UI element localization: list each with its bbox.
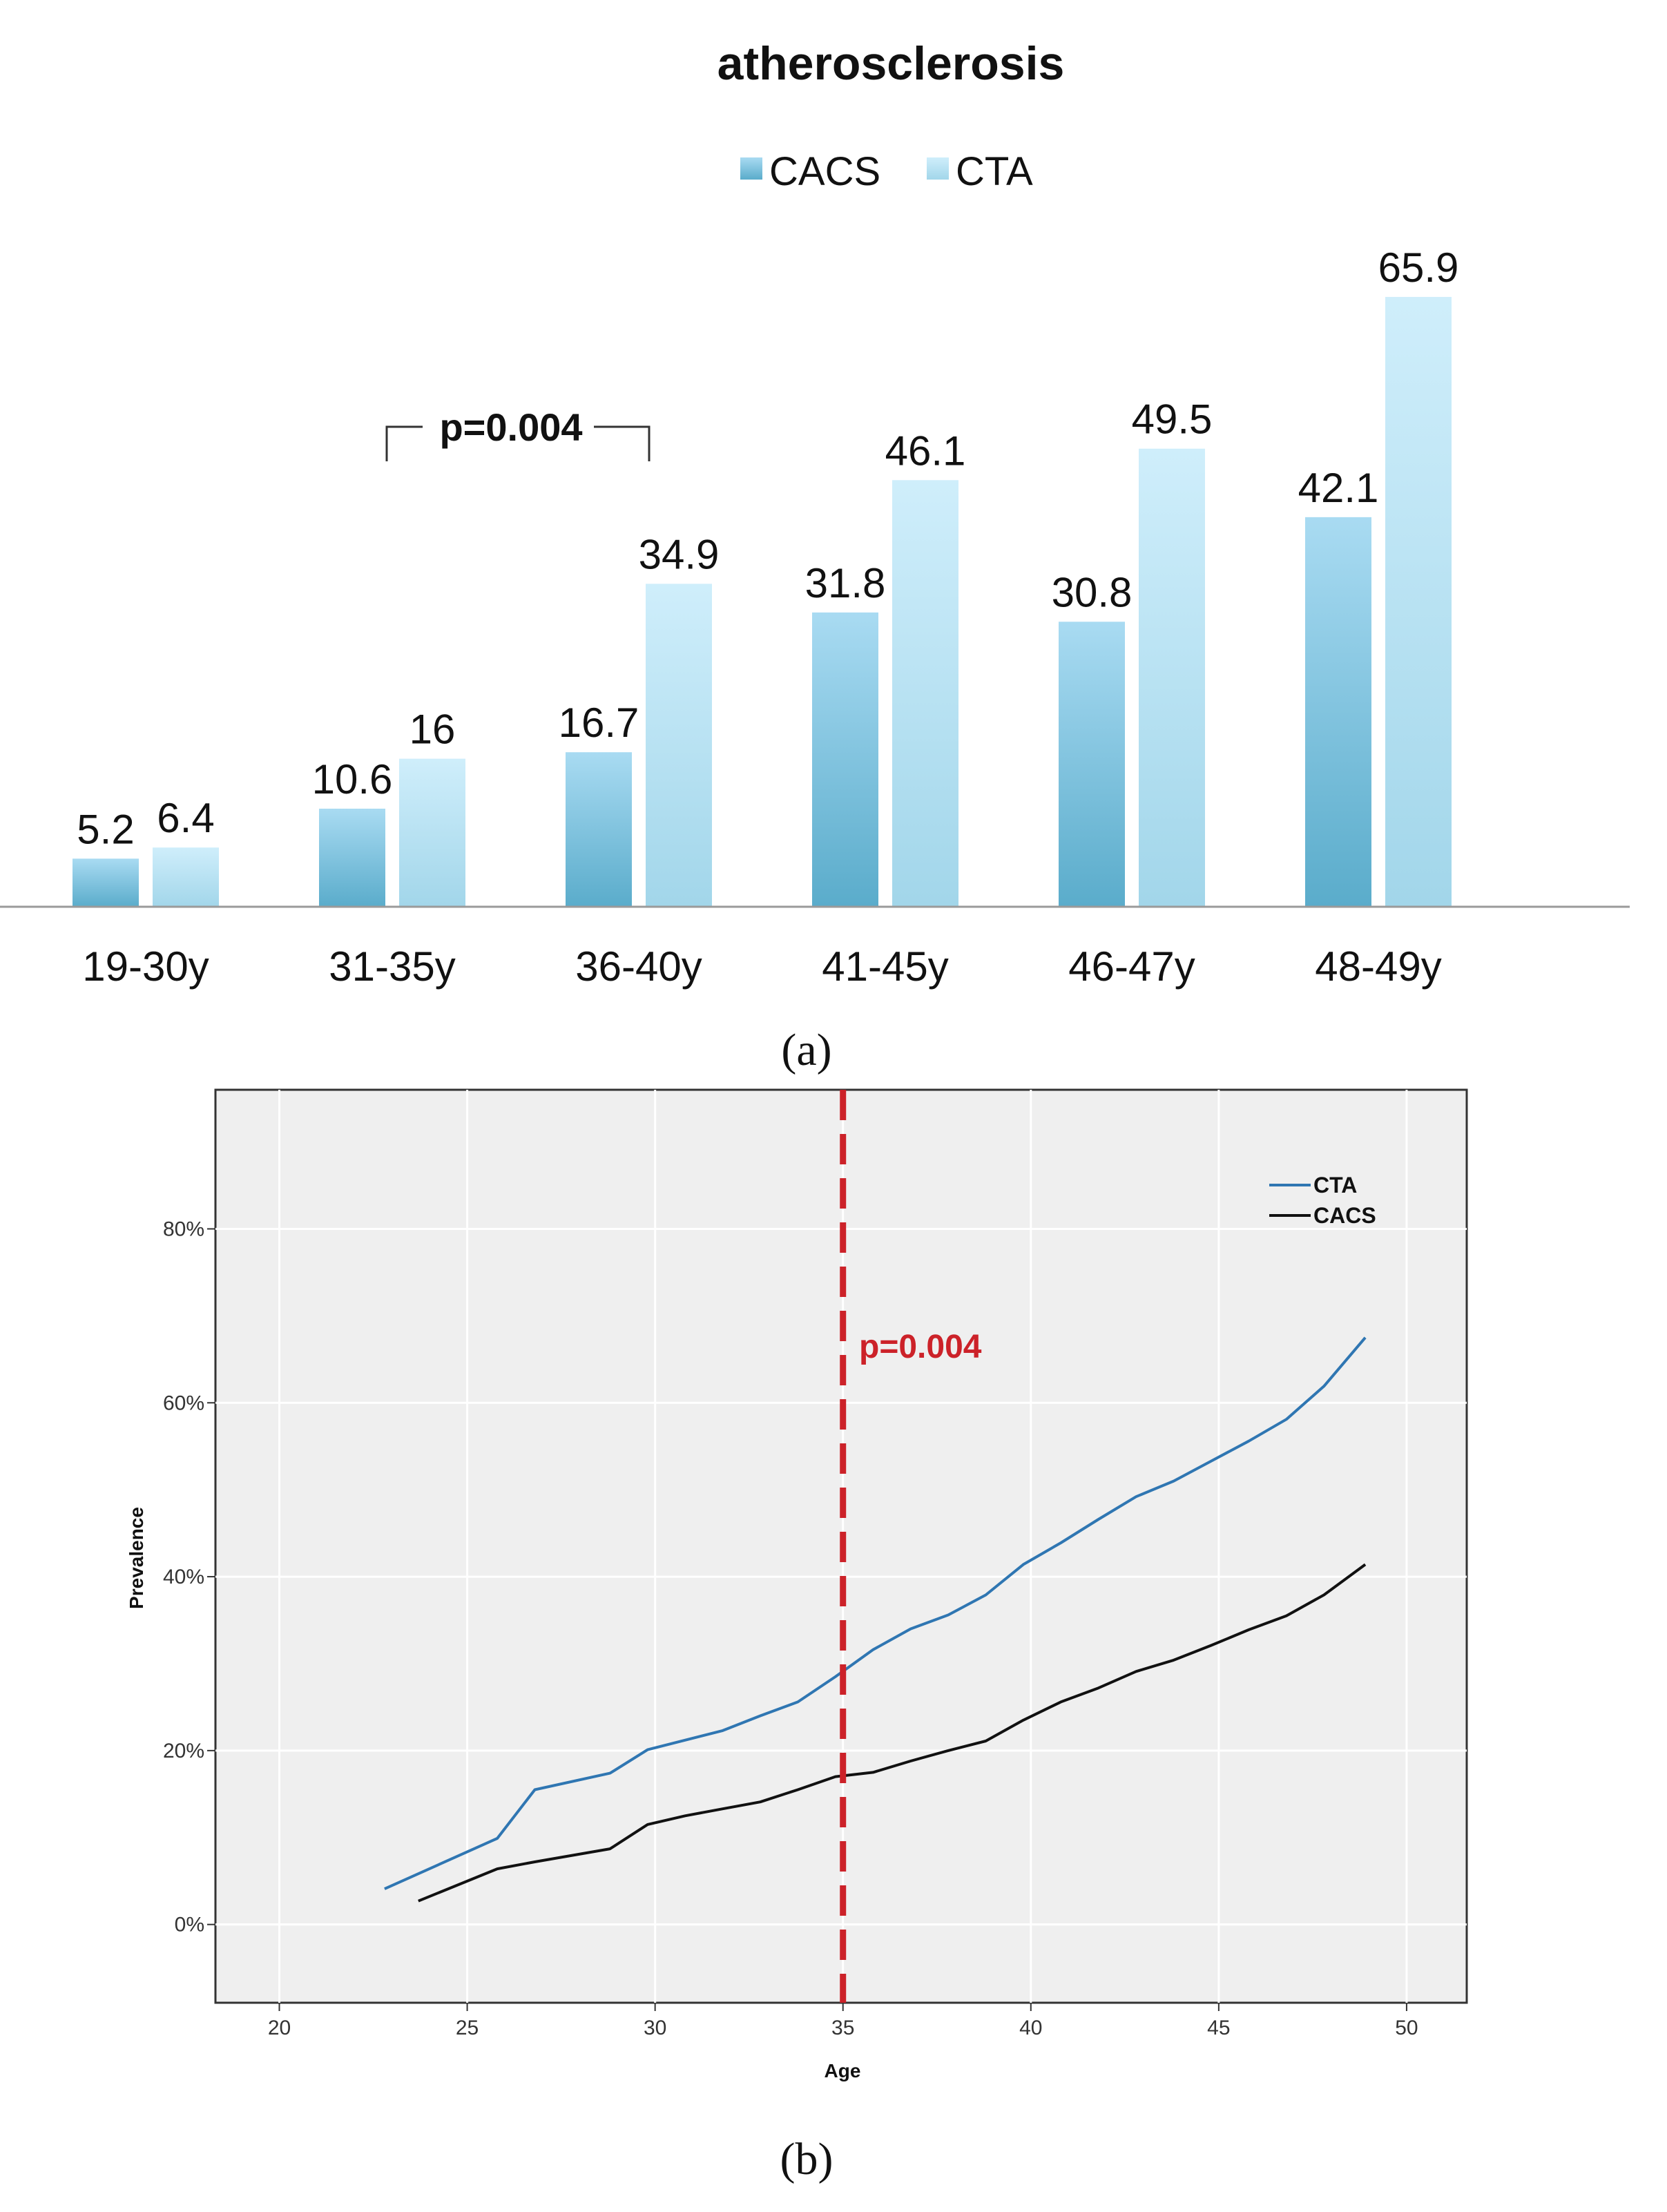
bar-cta-4 bbox=[892, 480, 958, 907]
value-label-cta-2: 16 bbox=[409, 706, 456, 753]
y-axis-title: Prevalence bbox=[126, 1507, 147, 1609]
category-label-6: 48-49y bbox=[1315, 943, 1441, 990]
bars-layer: 5.2 6.4 10.6 16 16.7 34.9 31.8 46.1 30.8 49.5 42.1… bbox=[73, 244, 1458, 907]
bar-cta-2 bbox=[399, 758, 465, 907]
value-label-cacs-6: 42.1 bbox=[1298, 465, 1379, 511]
legend-label-cacs-line: CACS bbox=[1313, 1203, 1376, 1228]
y-tick-label-60: 60% bbox=[163, 1392, 204, 1414]
value-label-cacs-3: 16.7 bbox=[559, 700, 639, 746]
p-bracket-line bbox=[385, 425, 651, 461]
bar-cta-1 bbox=[153, 847, 219, 907]
bar-cacs-4 bbox=[812, 612, 878, 907]
series-line-cta bbox=[384, 1336, 1367, 1890]
bar-cacs-1 bbox=[73, 858, 139, 907]
y-tick-label-0: 0% bbox=[175, 1914, 204, 1936]
value-label-cta-1: 6.4 bbox=[157, 795, 214, 841]
bar-chart: atherosclerosis CACS CTA 5.2 6.4 10.6 16 16.… bbox=[0, 37, 1630, 1075]
value-label-cta-3: 34.9 bbox=[639, 531, 720, 577]
p-value-bracket: p=0.004 bbox=[385, 405, 651, 461]
line-legend: CTA CACS bbox=[1269, 1173, 1376, 1228]
bar-cacs-2 bbox=[319, 808, 385, 907]
bar-cacs-3 bbox=[566, 752, 632, 907]
x-tick-label-20: 20 bbox=[268, 2017, 291, 2039]
category-label-5: 46-47y bbox=[1068, 943, 1195, 990]
series-line-cacs bbox=[418, 1563, 1367, 1903]
x-tick-label-40: 40 bbox=[1019, 2017, 1042, 2039]
p-bracket-label: p=0.004 bbox=[439, 405, 582, 449]
x-tick-label-50: 50 bbox=[1395, 2017, 1418, 2039]
y-tick-label-40: 40% bbox=[163, 1566, 204, 1588]
legend-label-cta-line: CTA bbox=[1313, 1173, 1357, 1198]
bar-legend: CACS CTA bbox=[740, 149, 1033, 194]
value-label-cacs-1: 5.2 bbox=[77, 806, 134, 852]
value-label-cta-5: 49.5 bbox=[1132, 396, 1213, 443]
legend-label-cta: CTA bbox=[956, 149, 1033, 194]
line-chart: 20 25 30 35 40 45 50 0% 20% 40% 60% 80% p=0.004 CTA… bbox=[126, 1088, 1468, 2184]
bar-cacs-6 bbox=[1305, 517, 1371, 907]
value-label-cta-4: 46.1 bbox=[885, 427, 966, 474]
x-axis-title: Age bbox=[825, 2060, 861, 2081]
bar-cta-3 bbox=[646, 584, 712, 907]
bar-cta-5 bbox=[1139, 448, 1205, 907]
category-label-1: 19-30y bbox=[82, 943, 209, 990]
y-tick-label-80: 80% bbox=[163, 1218, 204, 1240]
category-label-2: 31-35y bbox=[329, 943, 455, 990]
series-lines bbox=[384, 1336, 1367, 1903]
bar-cta-6 bbox=[1385, 296, 1452, 907]
bar-chart-title: atherosclerosis bbox=[717, 37, 1065, 90]
legend-swatch-cta bbox=[927, 157, 949, 180]
panel-label-a: (a) bbox=[781, 1025, 831, 1075]
bar-cacs-5 bbox=[1059, 622, 1125, 907]
category-labels: 19-30y 31-35y 36-40y 41-45y 46-47y 48-49y bbox=[82, 943, 1441, 990]
value-label-cacs-4: 31.8 bbox=[805, 560, 886, 606]
category-label-3: 36-40y bbox=[575, 943, 702, 990]
y-tick-label-20: 20% bbox=[163, 1740, 204, 1762]
legend-swatch-cacs bbox=[740, 157, 762, 180]
x-tick-label-25: 25 bbox=[456, 2017, 479, 2039]
value-label-cacs-5: 30.8 bbox=[1052, 569, 1133, 615]
threshold-label: p=0.004 bbox=[859, 1329, 982, 1365]
x-tick-label-45: 45 bbox=[1207, 2017, 1230, 2039]
category-label-4: 41-45y bbox=[822, 943, 948, 990]
axis-ticks: 20 25 30 35 40 45 50 0% 20% 40% 60% 80% bbox=[163, 1218, 1418, 2039]
x-tick-label-35: 35 bbox=[831, 2017, 854, 2039]
x-tick-label-30: 30 bbox=[644, 2017, 666, 2039]
legend-label-cacs: CACS bbox=[769, 149, 880, 194]
panel-label-b: (b) bbox=[780, 2134, 834, 2184]
value-label-cta-6: 65.9 bbox=[1378, 244, 1459, 291]
value-label-cacs-2: 10.6 bbox=[312, 756, 393, 802]
